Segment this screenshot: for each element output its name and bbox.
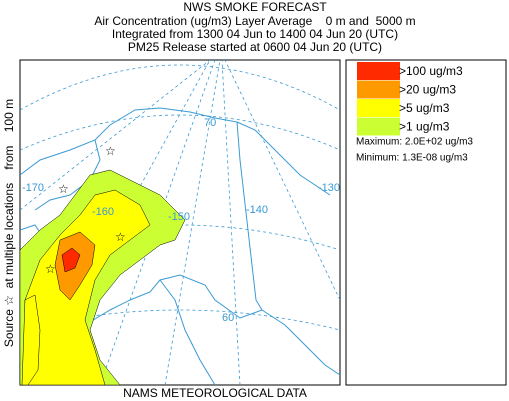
grid-line xyxy=(224,60,340,301)
coastline xyxy=(20,107,263,361)
grid-label: -170 xyxy=(22,182,44,194)
grid-line xyxy=(20,64,340,111)
smoke-contour xyxy=(24,189,151,385)
grid-line xyxy=(20,60,211,211)
legend-label: >20 ug/m3 xyxy=(399,83,456,97)
source-star: ☆ xyxy=(105,144,116,158)
title: NWS SMOKE FORECAST xyxy=(183,0,327,14)
smoke-contour xyxy=(21,294,41,385)
footer: NAMS METEOROLOGICAL DATA xyxy=(123,386,307,400)
legend-swatch xyxy=(357,62,400,80)
legend-label: >100 ug/m3 xyxy=(399,64,463,78)
grid-label: -150 xyxy=(168,211,190,223)
legend-label: >1 ug/m3 xyxy=(399,120,450,134)
subtitle-line: Air Concentration (ug/m3) Layer Average … xyxy=(94,14,415,28)
grid-line xyxy=(164,60,221,385)
minimum: Minimum: 1.3E-08 ug/m3 xyxy=(356,153,468,164)
coastline xyxy=(261,309,340,376)
grid-line xyxy=(20,114,340,151)
grid-label: -160 xyxy=(92,206,114,218)
map: ☆ ☆ ☆ ☆ -170 -160 -150 -140 -130 70 60 xyxy=(19,59,341,386)
legend-label: >5 ug/m3 xyxy=(399,101,450,115)
source-star: ☆ xyxy=(115,230,126,244)
legend: Maximum: 2.0E+02 ug/m3 Minimum: 1.3E-08 … xyxy=(345,59,507,386)
grid-label: 70 xyxy=(204,117,216,129)
grid-label: -140 xyxy=(246,204,268,216)
subtitle-line: PM25 Release started at 0600 04 Jun 20 (… xyxy=(128,40,382,54)
legend-swatch xyxy=(357,99,400,117)
coastline xyxy=(34,139,101,211)
coastline xyxy=(236,121,331,196)
source-star: ☆ xyxy=(45,262,56,276)
subtitle-line: Integrated from 1300 04 Jun to 1400 04 J… xyxy=(112,27,398,41)
legend-swatch xyxy=(357,80,400,99)
legend-swatch xyxy=(357,117,400,136)
smoke-contour xyxy=(61,247,81,273)
grid-line xyxy=(221,60,241,385)
coastline xyxy=(159,279,216,385)
maximum: Maximum: 2.0E+02 ug/m3 xyxy=(356,137,473,148)
grid-label: 60 xyxy=(222,312,234,324)
source-label: Source ☆ at multiple locations from 100 … xyxy=(2,99,16,347)
grid-label: -130 xyxy=(318,182,340,194)
source-star: ☆ xyxy=(58,182,69,196)
